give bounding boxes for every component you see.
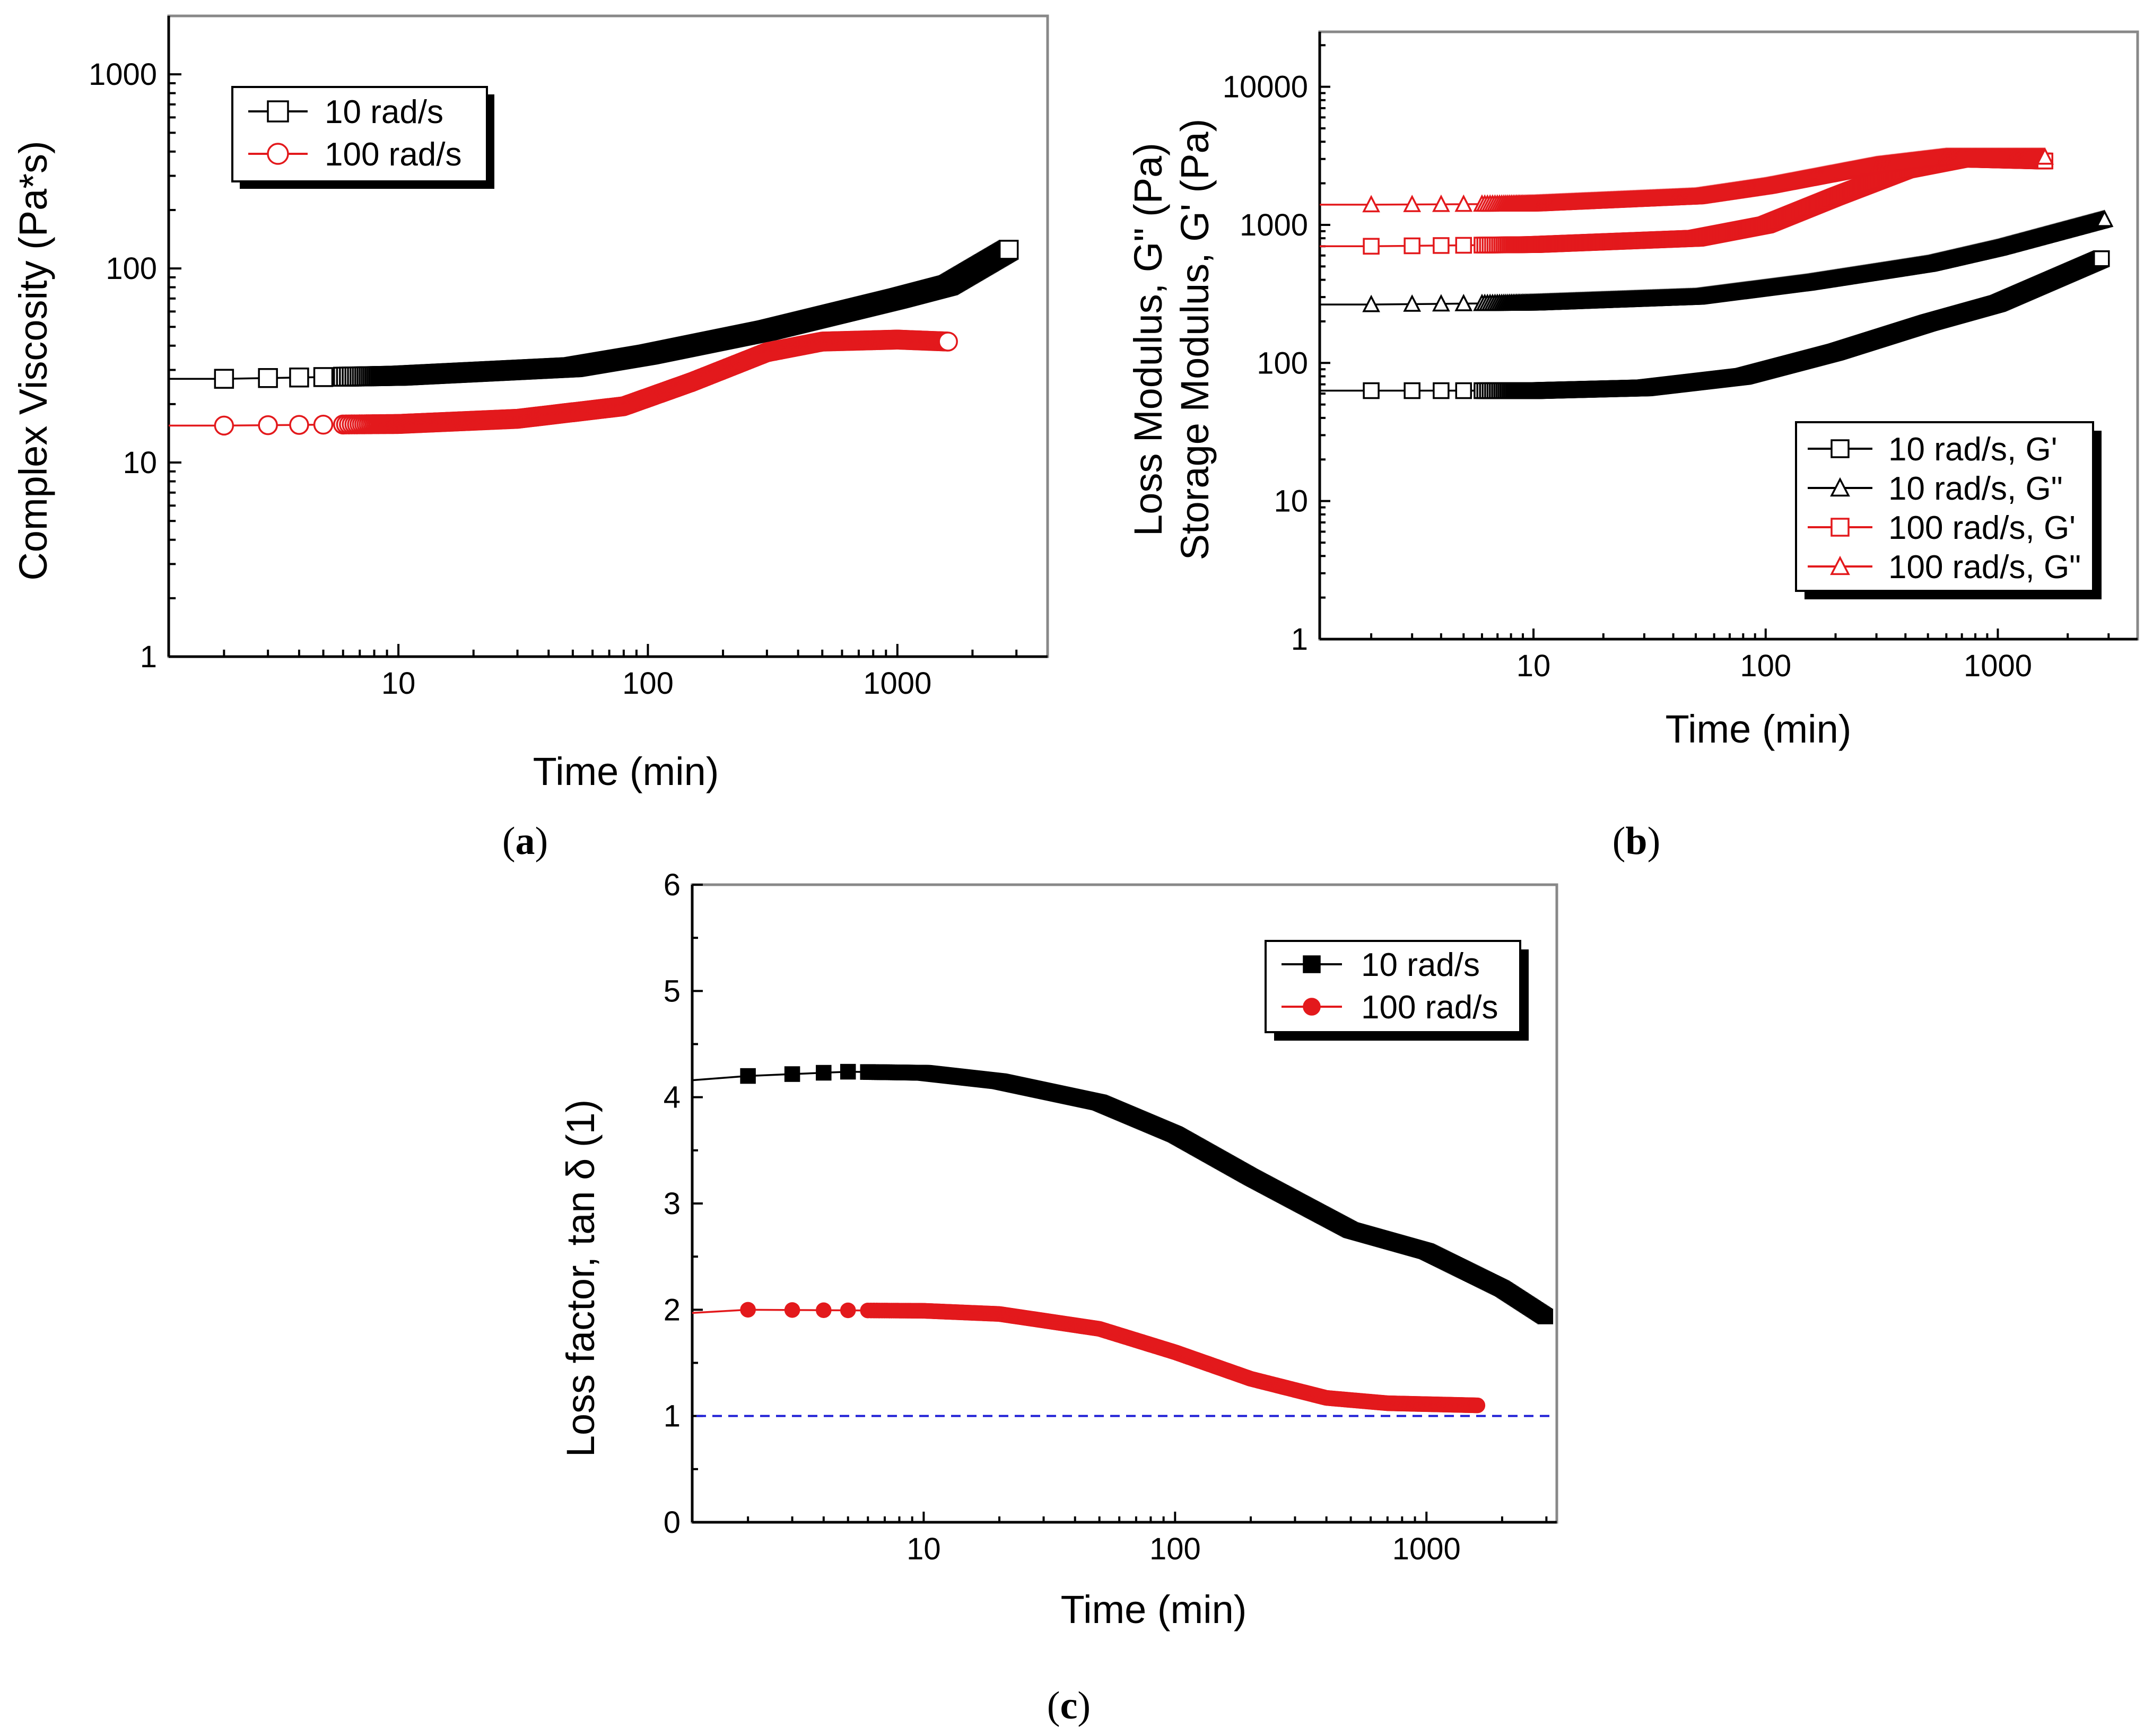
panel-a-legend-label: 100 rad/s [325, 136, 462, 173]
panel-c-data-point [784, 1066, 800, 1082]
panel-c-y-tick-label: 6 [664, 868, 681, 902]
panel-a-data-point [313, 367, 334, 387]
panel-c-y-tick-label: 1 [664, 1399, 681, 1434]
panel-b-x-tick-label: 1000 [1964, 649, 2032, 683]
panel-a-y-tick-label: 100 [106, 251, 157, 286]
panel-a-data-point [938, 332, 958, 352]
panel-c-loss-factor: 10 100 1000 0 1 2 3 4 5 6 10 rad/s 100 rad/s Loss … [559, 868, 1558, 1728]
panel-c-x-tick-label: 1000 [1392, 1532, 1461, 1566]
panel-b-legend-marker [1831, 439, 1850, 458]
panel-b-x-tick-label: 10 [1516, 649, 1551, 683]
panel-b-legend-label: 10 rad/s, G' [1888, 431, 2058, 468]
panel-c-legend-label: 100 rad/s [1361, 989, 1498, 1026]
panel-b-legend-label: 100 rad/s, G" [1888, 549, 2081, 586]
panel-b-series-line [1320, 258, 2102, 392]
panel-a-y-tick-label: 10 [123, 446, 157, 480]
panel-c-y-tick-label: 4 [664, 1080, 681, 1115]
panel-c-data-point [840, 1063, 856, 1080]
panel-c-x-tick-label: 100 [1149, 1532, 1201, 1566]
panel-a-letter: a [516, 819, 535, 863]
panel-c-y-tick-label: 2 [664, 1293, 681, 1327]
panel-a-data-point [289, 415, 309, 435]
panel-b-ylabel-line1: Loss Modulus, G" (Pa) [1126, 143, 1170, 536]
panel-a-data-point [289, 367, 309, 388]
panel-b-label: (b) [1612, 819, 1660, 863]
panel-a-y-tick-label: 1 [140, 640, 157, 674]
panel-b-legend-label: 100 rad/s, G' [1888, 510, 2076, 546]
panel-b-ylabel-line2: Storage Modulus, G' (Pa) [1173, 119, 1217, 561]
panel-a-data-point [258, 368, 278, 388]
panel-a-x-tick-label: 100 [622, 666, 674, 701]
panel-c-legend-marker [1303, 955, 1321, 973]
panel-b-series-4 [1320, 147, 2054, 213]
panel-a-x-tick-label: 10 [381, 666, 416, 701]
panel-b-data-point [1363, 238, 1380, 255]
panel-b-data-point [1455, 237, 1472, 254]
panel-a-data-point [258, 415, 278, 435]
panel-c-xlabel: Time (min) [1061, 1587, 1247, 1632]
panel-c-label: (c) [1047, 1684, 1091, 1728]
panel-b-x-tick-label: 100 [1740, 649, 1791, 683]
panel-b-data-point [2093, 250, 2110, 267]
panel-c-series-1 [692, 1063, 1554, 1324]
panel-c-y-tick-label: 5 [664, 974, 681, 1008]
panel-a-plot: 10 100 1000 1 10 100 1000 [89, 14, 1049, 701]
panel-a-xlabel: Time (min) [533, 749, 719, 793]
panel-a-x-tick-label: 1000 [863, 666, 931, 701]
panel-c-x-tick-label: 10 [906, 1532, 941, 1566]
panel-c-data-point [1469, 1397, 1486, 1414]
panel-c-data-point [816, 1065, 832, 1081]
panel-a-legend-marker [267, 143, 289, 165]
panel-b-y-tick-label: 100 [1257, 346, 1308, 380]
panel-a-y-tick-label: 1000 [89, 57, 157, 92]
panel-b-data-point [1404, 237, 1420, 255]
panel-c-series-2 [692, 1302, 1486, 1414]
panel-b-legend-label: 10 rad/s, G" [1888, 470, 2063, 507]
panel-b-data-point [1433, 382, 1450, 399]
panel-a-ylabel: Complex Viscosity (Pa*s) [11, 141, 55, 580]
panel-a-legend-label: 10 rad/s [325, 94, 443, 130]
panel-a-series-2 [169, 329, 958, 436]
panel-a-series-1 [169, 240, 1019, 389]
panel-a-data-point [998, 240, 1019, 260]
panel-b-y-tick-label: 10000 [1223, 70, 1308, 104]
panel-b-legend-marker [1831, 518, 1850, 537]
panel-a-legend-marker [267, 100, 289, 123]
panel-a-complex-viscosity: 10 100 1000 1 10 100 1000 10 rad/s 100 rad/s Co… [11, 14, 1049, 863]
panel-b-y-tick-label: 1 [1291, 622, 1308, 657]
panel-c-ylabel: Loss factor, tan δ (1) [559, 1100, 603, 1458]
panel-c-data-point [740, 1302, 756, 1318]
panel-b-y-tick-label: 10 [1274, 484, 1308, 519]
panel-c-legend-label: 10 rad/s [1361, 947, 1480, 983]
panel-c-data-point [1537, 1308, 1554, 1324]
panel-c-y-tick-label: 0 [664, 1505, 681, 1540]
panel-a-label: (a) [502, 819, 548, 863]
panel-c-data-point [816, 1302, 832, 1318]
panel-a-data-point [214, 415, 234, 436]
panel-c-data-point [840, 1302, 856, 1319]
panel-b-moduli: 10 100 1000 1 10 100 1000 10000 10 rad/s, G'10 … [1126, 30, 2139, 863]
panel-c-y-tick-label: 3 [664, 1187, 681, 1221]
panel-c-letter: c [1060, 1684, 1078, 1728]
panel-b-data-point [1433, 237, 1450, 254]
panel-c-data-point [740, 1068, 756, 1084]
panel-b-letter: b [1625, 819, 1647, 863]
panel-b-data-point [1455, 382, 1472, 399]
panel-b-data-point [1404, 382, 1420, 399]
panel-a-data-point [214, 369, 234, 389]
panel-c-data-point [784, 1302, 800, 1318]
panel-c-legend-marker [1303, 998, 1321, 1016]
panel-b-y-tick-label: 1000 [1240, 208, 1308, 242]
panel-a-data-point [313, 414, 334, 435]
panel-b-xlabel: Time (min) [1666, 707, 1852, 751]
panel-b-series-1 [1320, 250, 2110, 399]
panel-b-data-point [1363, 382, 1380, 399]
